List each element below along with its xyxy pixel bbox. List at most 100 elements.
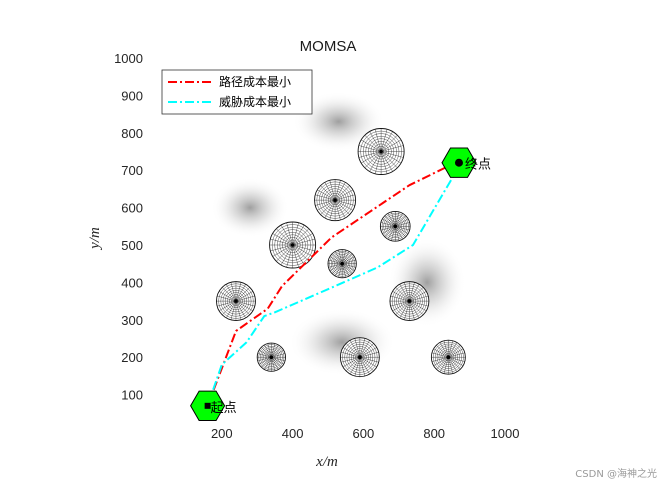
threat-spoke: [324, 182, 336, 201]
threat-spoke: [374, 129, 382, 152]
threat-spoke: [358, 151, 382, 158]
threat-center: [446, 355, 451, 360]
threat-spoke: [387, 213, 396, 227]
threat-spoke: [381, 151, 402, 164]
threat-spoke: [292, 244, 299, 268]
legend: 路径成本最小 威胁成本最小: [161, 69, 313, 115]
threat-spoke: [439, 342, 449, 358]
threat-spoke: [380, 222, 396, 227]
threat-center: [358, 355, 362, 360]
threat-spoke: [345, 343, 361, 358]
threat-spoke: [380, 151, 398, 168]
threat-spoke: [222, 300, 237, 316]
threat-zone-10: [430, 339, 466, 375]
threat-spoke: [328, 263, 343, 268]
threat-spoke: [342, 263, 355, 271]
threat-zone-3: [379, 210, 411, 242]
threat-spoke: [395, 211, 400, 227]
threat-spoke: [292, 244, 310, 262]
threat-zone-8: [256, 342, 286, 372]
threat-spoke: [380, 135, 398, 152]
threat-spoke: [292, 244, 315, 252]
threat-spoke: [338, 249, 343, 264]
x-tick-label: 1000: [491, 426, 520, 441]
y-tick-label: 100: [121, 388, 143, 403]
y-tick-labels: 100 200 300 400 500 600 700 800 900 1000: [114, 51, 143, 403]
threat-spoke: [270, 244, 293, 252]
threat-spoke: [334, 200, 346, 219]
x-tick-label: 600: [353, 426, 375, 441]
threat-zone-7: [389, 281, 430, 322]
threat-spoke: [334, 263, 343, 277]
threat-spoke: [380, 129, 388, 152]
threat-spoke: [369, 131, 382, 152]
threat-spoke: [292, 238, 315, 246]
threat-spoke: [324, 200, 336, 219]
threat-spoke: [342, 347, 360, 358]
threat-spoke: [359, 338, 366, 358]
threat-spoke: [271, 357, 276, 371]
threat-spoke: [431, 357, 449, 362]
threat-spoke: [271, 344, 279, 358]
threat-spoke: [380, 151, 393, 172]
threat-spoke: [359, 357, 379, 363]
threat-zones: [216, 128, 466, 378]
end-point: [454, 158, 463, 167]
threat-spoke: [380, 226, 396, 231]
threat-spoke: [271, 357, 282, 368]
threat-spoke: [235, 295, 255, 302]
threat-spoke: [341, 357, 360, 363]
threat-spoke: [292, 228, 310, 246]
threat-spoke: [267, 343, 272, 358]
threat-spoke: [381, 139, 402, 152]
threat-spoke: [292, 233, 313, 246]
threat-spoke: [342, 253, 353, 264]
threat-spoke: [433, 357, 449, 366]
legend-label-threat-cost: 威胁成本最小: [219, 94, 291, 109]
threat-spoke: [342, 357, 360, 368]
threat-spoke: [292, 244, 305, 266]
threat-spoke: [395, 226, 403, 240]
threat-spoke: [399, 301, 410, 319]
threat-spoke: [280, 244, 293, 266]
threat-spoke: [390, 295, 410, 302]
threat-spoke: [399, 284, 410, 302]
threat-spoke: [258, 349, 272, 358]
threat-spoke: [332, 253, 343, 264]
threat-spoke: [395, 213, 403, 227]
threat-spoke: [342, 259, 356, 264]
threat-spoke: [334, 199, 353, 211]
threat-spoke: [380, 131, 393, 152]
threat-spoke: [359, 340, 370, 358]
threat-spoke: [271, 357, 279, 370]
threat-spoke: [261, 347, 272, 358]
threat-spoke: [395, 226, 410, 231]
threat-spoke: [345, 357, 361, 372]
watermark: CSDN @海神之光: [575, 469, 657, 480]
threat-zone-4: [269, 221, 317, 269]
threat-spoke: [271, 349, 284, 358]
threat-spoke: [409, 300, 427, 312]
threat-center: [379, 149, 383, 154]
threat-spoke: [334, 189, 353, 201]
threat-spoke: [218, 300, 237, 312]
y-tick-label: 200: [121, 350, 143, 365]
terrain-shade-0: [292, 91, 385, 152]
series-path-cost: [206, 161, 456, 407]
threat-spoke: [271, 347, 282, 358]
threat-spoke: [391, 211, 396, 227]
threat-spoke: [448, 352, 465, 358]
threat-spoke: [292, 224, 305, 246]
threat-spoke: [392, 300, 410, 312]
threat-spoke: [257, 357, 272, 362]
threat-spoke: [369, 151, 382, 172]
threat-spoke: [334, 251, 343, 264]
threat-spoke: [235, 300, 253, 312]
threat-spoke: [409, 284, 420, 302]
threat-spoke: [235, 287, 250, 302]
threat-spoke: [332, 263, 343, 274]
axes: MOMSA 200 400 600 800 1000 100 200 300 400 500 60…: [87, 38, 519, 470]
threat-spoke: [329, 180, 336, 201]
threat-spoke: [264, 357, 272, 370]
legend-box: [161, 69, 313, 115]
